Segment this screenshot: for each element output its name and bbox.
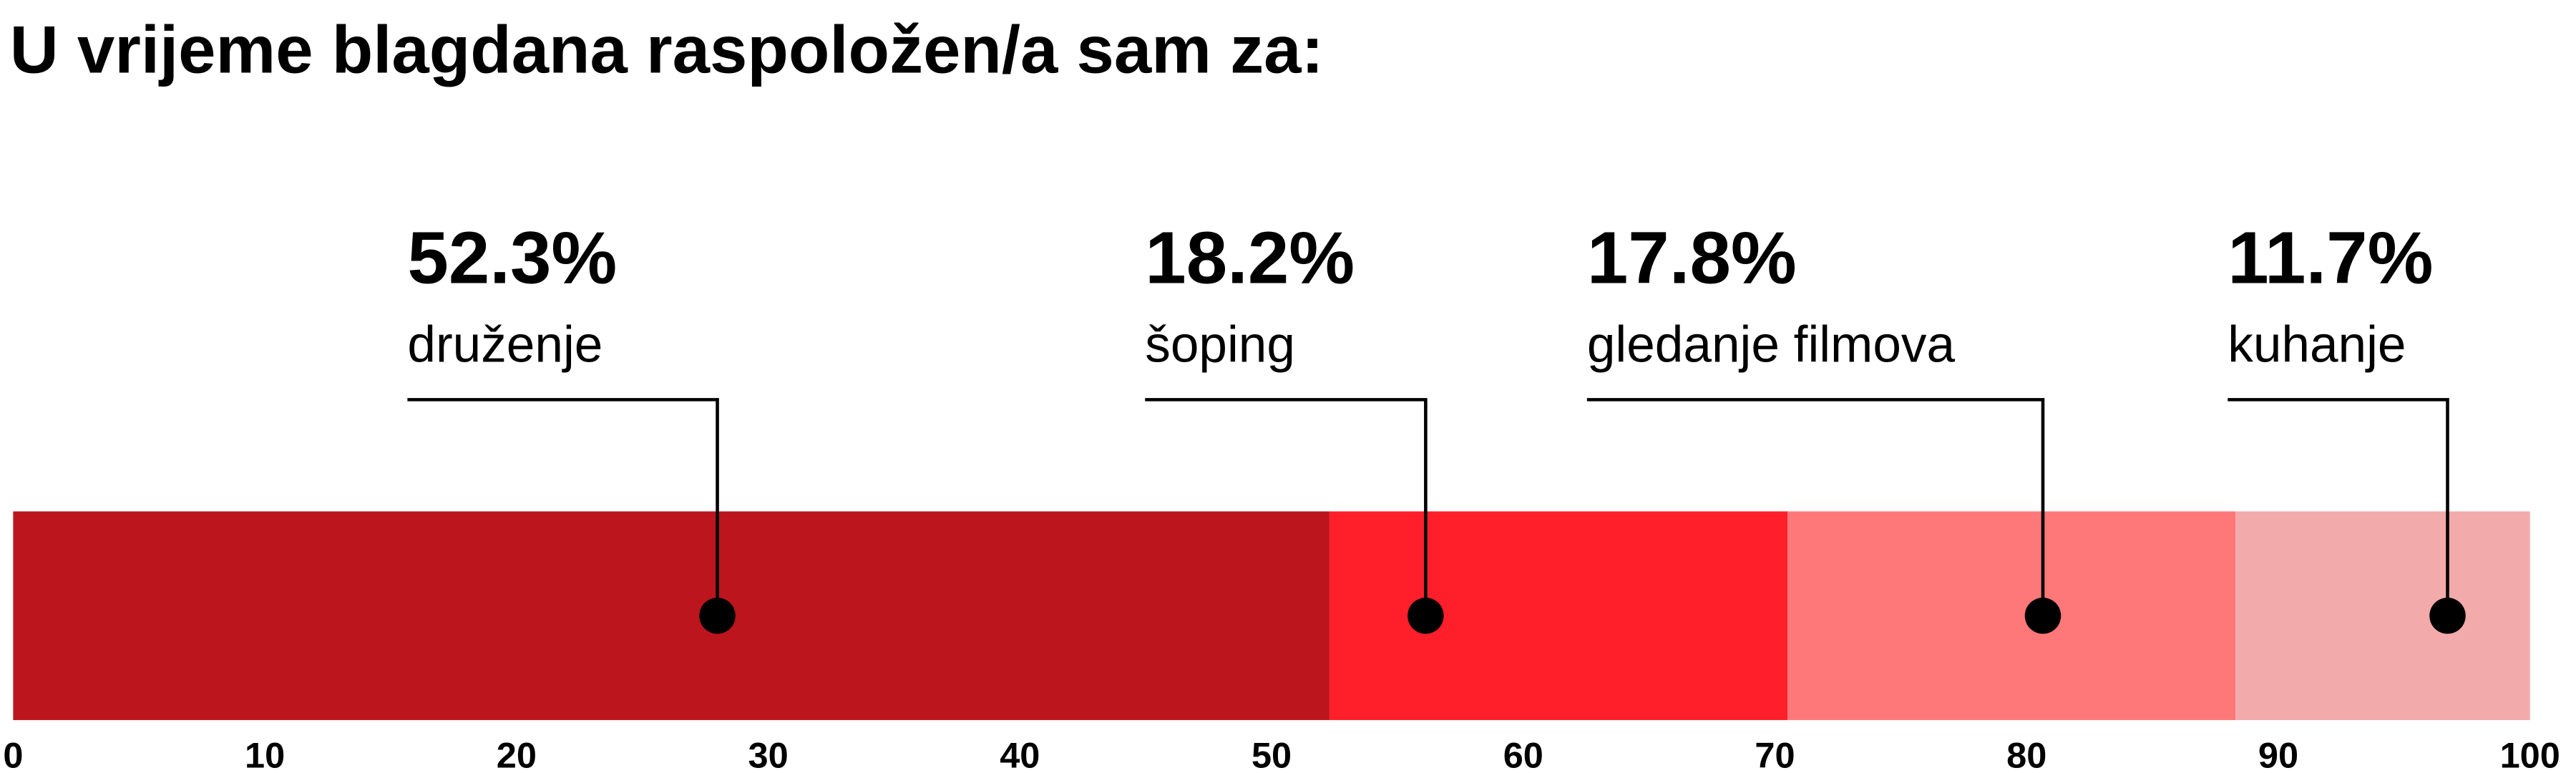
- leader-dot: [699, 598, 736, 634]
- leader-dot: [1407, 598, 1444, 634]
- x-tick-label: 60: [1503, 735, 1543, 773]
- bar-segment: [13, 511, 1330, 721]
- value-label: 18.2%: [1145, 215, 1355, 298]
- x-tick-label: 50: [1252, 735, 1292, 773]
- x-tick-label: 30: [748, 735, 788, 773]
- value-label: 52.3%: [407, 215, 617, 298]
- leader-dot: [2429, 598, 2466, 634]
- x-tick-label: 10: [245, 735, 285, 773]
- bar-segment: [1329, 511, 1788, 721]
- leader-line: [1586, 398, 2045, 616]
- category-label: šoping: [1145, 317, 1295, 374]
- x-tick-label: 100: [2500, 735, 2560, 773]
- leader-line: [1145, 398, 1428, 616]
- bar-segment: [2235, 511, 2530, 721]
- category-label: kuhanje: [2228, 317, 2406, 374]
- x-tick-label: 80: [2006, 735, 2046, 773]
- leader-line: [407, 398, 719, 616]
- value-label: 11.7%: [2228, 215, 2433, 298]
- leader-line: [2228, 398, 2449, 616]
- bar-segment: [1787, 511, 2236, 721]
- leader-dot: [2024, 598, 2062, 634]
- value-label: 17.8%: [1587, 215, 1797, 298]
- category-label: druženje: [407, 317, 602, 374]
- x-tick-label: 90: [2258, 735, 2298, 773]
- x-tick-label: 20: [497, 735, 537, 773]
- chart-title: U vrijeme blagdana raspoložen/a sam za:: [10, 11, 1324, 87]
- x-tick-label: 70: [1755, 735, 1795, 773]
- x-tick-label: 40: [1000, 735, 1040, 773]
- x-tick-label: 0: [3, 735, 23, 773]
- category-label: gledanje filmova: [1587, 317, 1956, 374]
